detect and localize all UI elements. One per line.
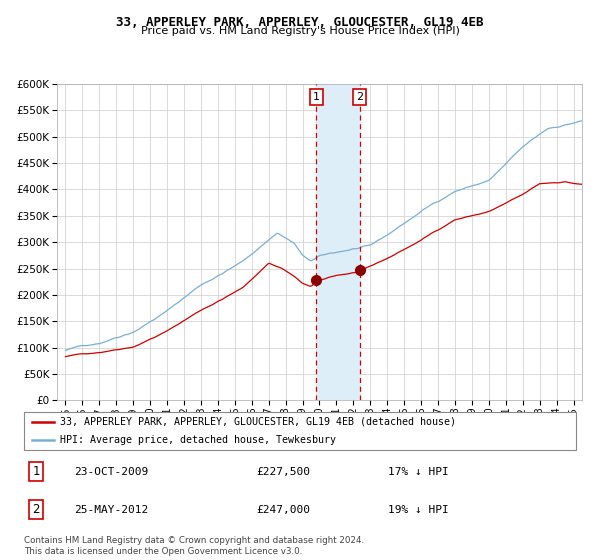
Text: 2: 2 (32, 503, 40, 516)
Text: HPI: Average price, detached house, Tewkesbury: HPI: Average price, detached house, Tewk… (60, 435, 336, 445)
Text: 1: 1 (313, 92, 320, 102)
Text: 33, APPERLEY PARK, APPERLEY, GLOUCESTER, GL19 4EB: 33, APPERLEY PARK, APPERLEY, GLOUCESTER,… (116, 16, 484, 29)
Text: 33, APPERLEY PARK, APPERLEY, GLOUCESTER, GL19 4EB (detached house): 33, APPERLEY PARK, APPERLEY, GLOUCESTER,… (60, 417, 456, 427)
Text: 19% ↓ HPI: 19% ↓ HPI (388, 505, 449, 515)
Bar (316, 84, 360, 400)
FancyBboxPatch shape (24, 412, 576, 450)
Text: 25-MAY-2012: 25-MAY-2012 (74, 505, 148, 515)
Text: 2: 2 (356, 92, 364, 102)
Text: £247,000: £247,000 (256, 505, 310, 515)
Text: Price paid vs. HM Land Registry's House Price Index (HPI): Price paid vs. HM Land Registry's House … (140, 26, 460, 36)
Text: 23-OCT-2009: 23-OCT-2009 (74, 466, 148, 477)
Text: 17% ↓ HPI: 17% ↓ HPI (388, 466, 449, 477)
Text: £227,500: £227,500 (256, 466, 310, 477)
Text: 1: 1 (32, 465, 40, 478)
Text: Contains HM Land Registry data © Crown copyright and database right 2024.
This d: Contains HM Land Registry data © Crown c… (24, 536, 364, 556)
